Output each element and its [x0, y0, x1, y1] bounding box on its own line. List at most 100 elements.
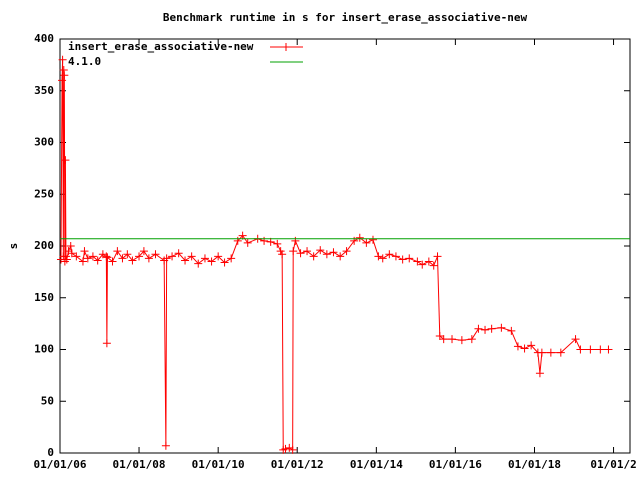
point-marker: [474, 324, 483, 333]
point-marker: [439, 335, 448, 344]
point-marker: [355, 233, 364, 242]
point-marker: [350, 236, 359, 245]
point-marker: [586, 345, 595, 354]
point-marker: [78, 257, 87, 266]
point-marker: [273, 239, 282, 248]
point-marker: [374, 252, 383, 261]
point-marker: [67, 249, 76, 258]
point-marker: [128, 256, 137, 265]
chart-title: Benchmark runtime in s for insert_erase_…: [163, 11, 528, 24]
point-marker: [391, 252, 400, 261]
point-marker: [260, 236, 269, 245]
point-marker: [457, 336, 466, 345]
point-marker: [64, 247, 73, 256]
y-tick-label: 50: [41, 394, 54, 407]
point-marker: [576, 345, 585, 354]
point-marker: [520, 344, 529, 353]
point-marker: [285, 443, 294, 452]
point-marker: [362, 238, 371, 247]
point-marker: [194, 259, 203, 268]
point-marker: [108, 257, 117, 266]
y-tick-label: 100: [34, 343, 54, 356]
point-marker: [467, 335, 476, 344]
point-marker: [497, 323, 506, 332]
y-tick-label: 300: [34, 136, 54, 149]
point-marker: [66, 242, 75, 250]
point-marker: [161, 441, 170, 450]
x-tick-label: 01/01/2: [590, 458, 636, 471]
point-marker: [278, 250, 287, 259]
point-marker: [316, 246, 325, 255]
point-marker: [227, 254, 236, 263]
point-marker: [433, 252, 442, 261]
x-tick-label: 01/01/10: [192, 458, 245, 471]
point-marker: [61, 156, 70, 165]
point-marker: [368, 235, 377, 244]
legend-label: 4.1.0: [68, 55, 101, 68]
x-tick-label: 01/01/12: [271, 458, 324, 471]
point-marker: [174, 249, 183, 258]
point-marker: [309, 252, 318, 261]
point-marker: [303, 247, 312, 256]
point-marker: [604, 345, 613, 354]
y-tick-label: 200: [34, 239, 54, 252]
point-marker: [233, 236, 242, 245]
point-marker: [58, 55, 67, 64]
point-marker: [398, 255, 407, 264]
point-marker: [207, 257, 216, 266]
point-marker: [60, 71, 69, 80]
y-axis-label: s: [7, 243, 20, 250]
point-marker: [123, 250, 132, 259]
point-marker: [62, 255, 71, 264]
point-marker: [507, 326, 516, 335]
point-marker: [118, 254, 127, 263]
point-marker: [58, 76, 67, 85]
point-marker: [72, 252, 81, 261]
point-marker: [385, 250, 394, 259]
point-marker: [103, 253, 112, 262]
point-marker: [429, 261, 438, 270]
point-marker: [200, 254, 209, 263]
point-marker: [596, 345, 605, 354]
point-marker: [102, 339, 111, 348]
legend-label: insert_erase_associative-new: [68, 40, 254, 53]
legend-marker: [282, 43, 290, 51]
point-marker: [181, 256, 190, 265]
y-tick-label: 150: [34, 291, 54, 304]
point-marker: [102, 252, 111, 261]
point-marker: [88, 252, 97, 261]
y-tick-label: 0: [47, 446, 54, 459]
y-tick-label: 400: [34, 32, 54, 45]
y-tick-label: 350: [34, 84, 54, 97]
point-marker: [83, 254, 92, 263]
point-marker: [342, 247, 351, 256]
point-marker: [329, 248, 338, 257]
point-marker: [487, 324, 496, 333]
point-marker: [571, 335, 580, 344]
point-marker: [289, 247, 298, 256]
point-marker: [214, 252, 223, 261]
point-marker: [448, 335, 457, 344]
point-marker: [291, 236, 300, 245]
point-marker: [322, 250, 331, 259]
x-tick-label: 01/01/08: [113, 458, 166, 471]
series-line: [60, 59, 609, 451]
point-marker: [113, 247, 122, 256]
point-marker: [144, 254, 153, 263]
point-marker: [513, 342, 522, 351]
point-marker: [378, 254, 387, 263]
point-marker: [151, 250, 160, 259]
point-marker: [187, 252, 196, 261]
point-marker: [556, 348, 565, 357]
point-marker: [80, 247, 89, 256]
point-marker: [535, 369, 544, 378]
x-tick-label: 01/01/18: [508, 458, 561, 471]
point-marker: [413, 257, 422, 266]
x-tick-label: 01/01/14: [350, 458, 403, 471]
point-marker: [405, 254, 414, 263]
point-marker: [288, 445, 297, 454]
point-marker: [139, 247, 148, 256]
point-marker: [481, 325, 490, 334]
